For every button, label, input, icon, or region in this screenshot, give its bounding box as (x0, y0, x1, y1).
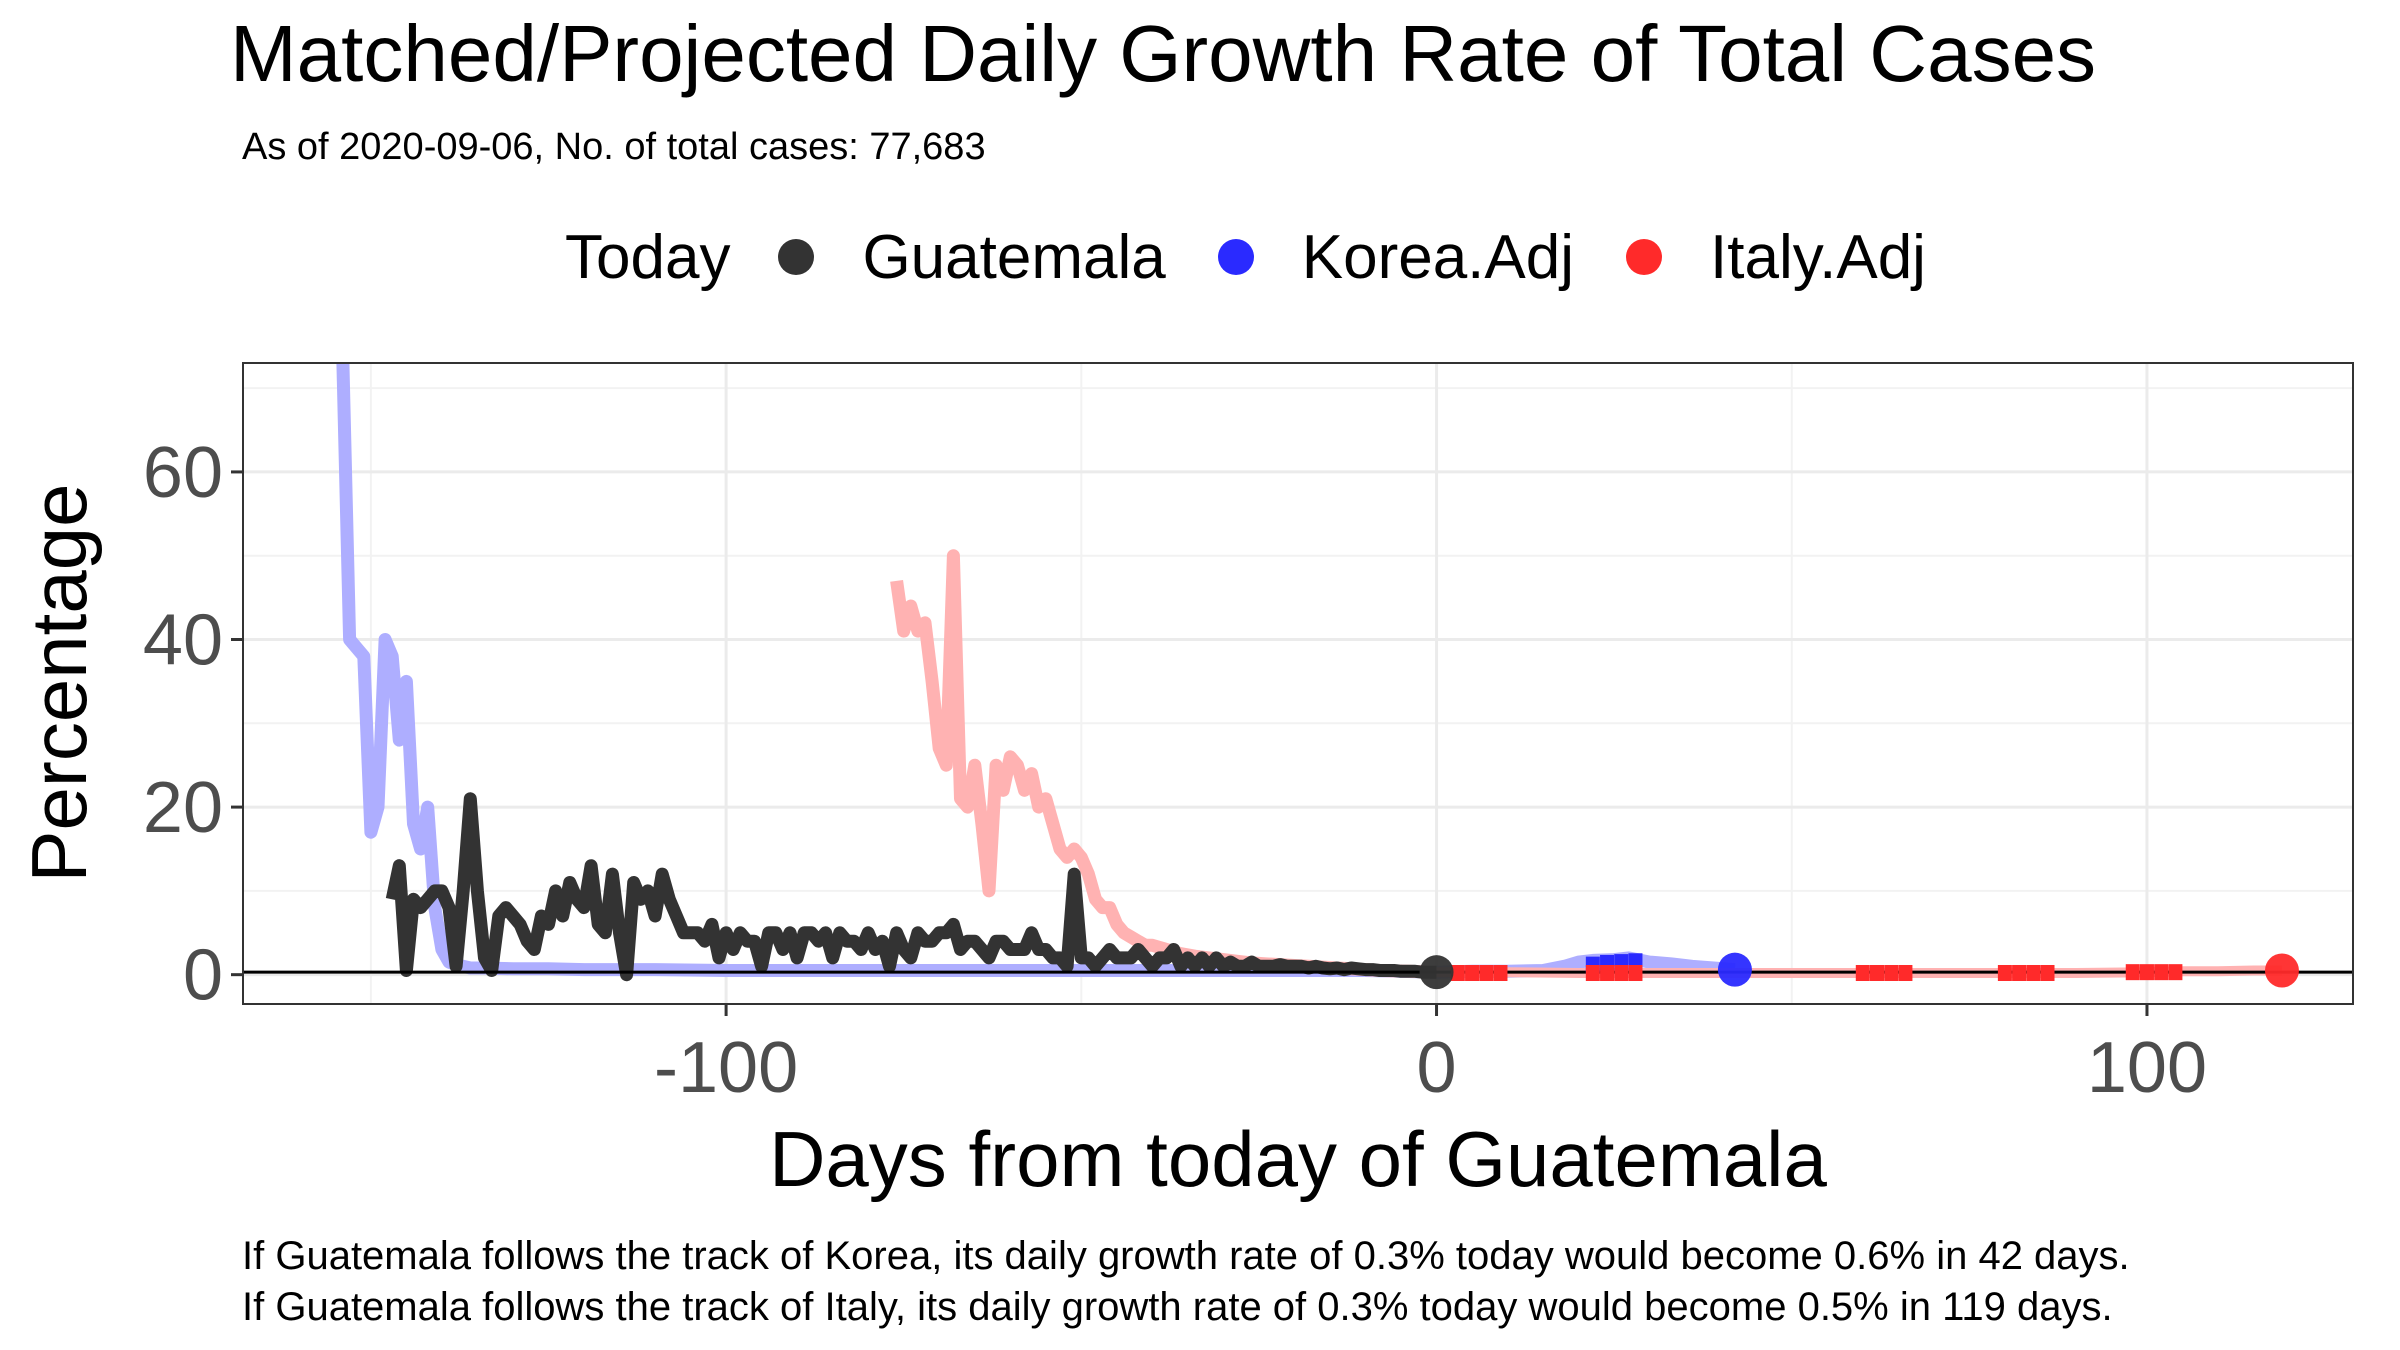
series-point-guatemala-today-end (1419, 955, 1454, 990)
series-point-korea-adj-points-end (1717, 952, 1752, 987)
legend-dot-guatemala (778, 239, 815, 275)
y-axis-title: Percentage (15, 484, 103, 883)
y-tick-label: 40 (143, 601, 223, 681)
series-point-italy-adj-points (1997, 964, 2012, 981)
series-point-italy-adj-points (2154, 964, 2169, 981)
legend-item-italy: Italy.Adj (1626, 222, 1926, 293)
series-point-italy-adj-points (1628, 964, 1643, 981)
chart-subtitle: As of 2020-09-06, No. of total cases: 77… (242, 126, 986, 168)
series-point-italy-adj-points (1600, 964, 1615, 981)
y-tick-label: 0 (183, 936, 223, 1016)
series-point-italy-adj-points (1450, 964, 1465, 981)
plot-panel-border (242, 362, 2354, 1005)
legend-label-italy: Italy.Adj (1710, 222, 1926, 292)
series-point-italy-adj-points (2125, 964, 2140, 981)
series-point-italy-adj-points (1870, 964, 1885, 981)
series-point-italy-adj-points (1884, 964, 1899, 981)
x-tick-label: 100 (2087, 1028, 2207, 1108)
series-point-italy-adj-points (2139, 964, 2154, 981)
legend-dot-korea (1217, 239, 1254, 275)
caption-korea: If Guatemala follows the track of Korea,… (242, 1234, 2130, 1278)
series-point-italy-adj-points (2040, 964, 2055, 981)
y-tick-label: 60 (143, 433, 223, 513)
series-point-italy-adj-points (1614, 964, 1629, 981)
x-axis-title: Days from today of Guatemala (769, 1115, 1827, 1203)
series-line-guatemala (385, 792, 1437, 982)
series-point-italy-adj-points (1465, 964, 1480, 981)
series-point-italy-adj-points (1585, 964, 1600, 981)
legend-label-guatemala: Guatemala (862, 222, 1166, 292)
series-point-italy-adj-points-end (2264, 953, 2299, 988)
ticks-layer: -100 0 100 0 20 40 60 (143, 433, 2207, 1108)
y-tick-label: 20 (143, 768, 223, 848)
legend-item-korea: Korea.Adj (1217, 222, 1575, 293)
series-point-italy-adj-points (2026, 964, 2041, 981)
series-point-italy-adj-points (1493, 964, 1508, 981)
series-point-italy-adj-points (1898, 964, 1913, 981)
series-point-italy-adj-points (1855, 964, 1870, 981)
legend-dot-italy (1626, 239, 1663, 275)
chart-title: Matched/Projected Daily Growth Rate of T… (230, 9, 2097, 98)
series-point-italy-adj-points (2012, 964, 2027, 981)
legend-item-guatemala: Guatemala (778, 222, 1166, 293)
legend-label-korea: Korea.Adj (1301, 222, 1575, 292)
series-point-italy-adj-points (1479, 964, 1494, 981)
legend: Today Guatemala Korea.Adj Italy.Adj (565, 222, 1978, 292)
caption-italy: If Guatemala follows the track of Italy,… (242, 1285, 2113, 1329)
x-tick-label: 0 (1417, 1028, 1457, 1108)
series-layer (243, 363, 2353, 990)
series-line-korea-adj (336, 363, 1437, 979)
x-tick-label: -100 (654, 1028, 798, 1108)
legend-title: Today (565, 222, 731, 292)
series-point-italy-adj-points (2168, 964, 2183, 981)
